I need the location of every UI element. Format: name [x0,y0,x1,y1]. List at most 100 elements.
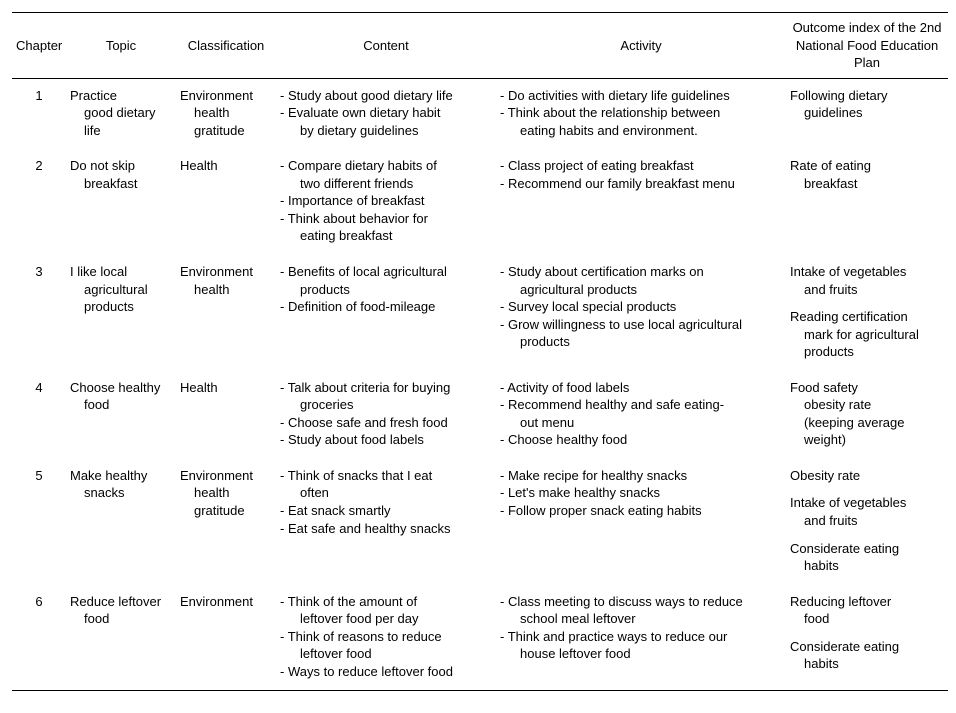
header-classification: Classification [176,13,276,79]
text-line: Eat snack smartly [280,502,492,520]
text-line: agricultural products [500,281,782,299]
text-line: Intake of vegetables [790,494,944,512]
text-line: Do activities with dietary life guidelin… [500,87,782,105]
cell-classification: Environment [176,585,276,691]
cell-chapter: 3 [12,255,66,371]
text-line: eating habits and environment. [500,122,782,140]
curriculum-table: Chapter Topic Classification Content Act… [12,12,948,691]
text-line: Class project of eating breakfast [500,157,782,175]
cell-content: Talk about criteria for buyinggroceriesC… [276,371,496,459]
text-line: Practice [70,87,172,105]
text-line: Choose safe and fresh food [280,414,492,432]
cell-activity: Do activities with dietary life guidelin… [496,78,786,149]
header-topic: Topic [66,13,176,79]
text-line: food [790,610,944,628]
text-line: and fruits [790,281,944,299]
text-line: obesity rate [790,396,944,414]
text-line: Environment [180,263,272,281]
text-line: I like local [70,263,172,281]
text-line: Think about the relationship between [500,104,782,122]
text-line: Think of the amount of [280,593,492,611]
text-line: Considerate eating [790,540,944,558]
cell-topic: Reduce leftoverfood [66,585,176,691]
text-line: Talk about criteria for buying [280,379,492,397]
cell-classification: Environmenthealth [176,255,276,371]
text-line: Recommend our family breakfast menu [500,175,782,193]
text-line: Following dietary [790,87,944,105]
text-line: Do not skip [70,157,172,175]
cell-classification: Environmenthealthgratitude [176,78,276,149]
cell-topic: Make healthysnacks [66,459,176,585]
text-line: gratitude [180,122,272,140]
text-line: products [500,333,782,351]
text-line: by dietary guidelines [280,122,492,140]
text-line: Follow proper snack eating habits [500,502,782,520]
header-content: Content [276,13,496,79]
text-line: Recommend healthy and safe eating- [500,396,782,414]
text-line: Importance of breakfast [280,192,492,210]
header-outcome: Outcome index of the 2nd National Food E… [786,13,948,79]
text-line: Rate of eating [790,157,944,175]
text-line: weight) [790,431,944,449]
spacer [790,530,944,540]
cell-outcome: Obesity rateIntake of vegetablesand frui… [786,459,948,585]
text-line: guidelines [790,104,944,122]
table-row: 2Do not skipbreakfastHealthCompare dieta… [12,149,948,255]
text-line: Compare dietary habits of [280,157,492,175]
table-row: 1Practicegood dietarylifeEnvironmentheal… [12,78,948,149]
text-line: snacks [70,484,172,502]
cell-activity: Class meeting to discuss ways to reduces… [496,585,786,691]
cell-activity: Class project of eating breakfastRecomme… [496,149,786,255]
text-line: often [280,484,492,502]
text-line: Think and practice ways to reduce our [500,628,782,646]
text-line: Study about certification marks on [500,263,782,281]
text-line: mark for agricultural [790,326,944,344]
table-row: 5Make healthysnacksEnvironmenthealthgrat… [12,459,948,585]
text-line: products [70,298,172,316]
text-line: Food safety [790,379,944,397]
spacer [790,628,944,638]
text-line: Benefits of local agricultural [280,263,492,281]
text-line: Intake of vegetables [790,263,944,281]
text-line: products [790,343,944,361]
text-line: Health [180,157,272,175]
text-line: Definition of food-mileage [280,298,492,316]
table-row: 6Reduce leftoverfoodEnvironmentThink of … [12,585,948,691]
text-line: Choose healthy [70,379,172,397]
text-line: Eat safe and healthy snacks [280,520,492,538]
cell-outcome: Food safetyobesity rate(keeping averagew… [786,371,948,459]
text-line: two different friends [280,175,492,193]
text-line: food [70,610,172,628]
text-line: Think of snacks that I eat [280,467,492,485]
cell-topic: I like localagriculturalproducts [66,255,176,371]
cell-chapter: 2 [12,149,66,255]
cell-content: Think of snacks that I eatoftenEat snack… [276,459,496,585]
text-line: Reduce leftover [70,593,172,611]
text-line: Health [180,379,272,397]
text-line: Class meeting to discuss ways to reduce [500,593,782,611]
cell-classification: Environmenthealthgratitude [176,459,276,585]
text-line: Environment [180,467,272,485]
text-line: and fruits [790,512,944,530]
header-chapter: Chapter [12,13,66,79]
text-line: Environment [180,593,272,611]
text-line: good dietary [70,104,172,122]
spacer [790,298,944,308]
text-line: health [180,484,272,502]
text-line: Study about good dietary life [280,87,492,105]
cell-activity: Make recipe for healthy snacksLet's make… [496,459,786,585]
text-line: house leftover food [500,645,782,663]
cell-classification: Health [176,149,276,255]
text-line: breakfast [790,175,944,193]
text-line: Make healthy [70,467,172,485]
table-row: 3I like localagriculturalproductsEnviron… [12,255,948,371]
text-line: Grow willingness to use local agricultur… [500,316,782,334]
text-line: Make recipe for healthy snacks [500,467,782,485]
text-line: Think of reasons to reduce [280,628,492,646]
text-line: Study about food labels [280,431,492,449]
cell-outcome: Reducing leftoverfoodConsiderate eatingh… [786,585,948,691]
table-header-row: Chapter Topic Classification Content Act… [12,13,948,79]
text-line: Let's make healthy snacks [500,484,782,502]
cell-topic: Choose healthyfood [66,371,176,459]
text-line: breakfast [70,175,172,193]
